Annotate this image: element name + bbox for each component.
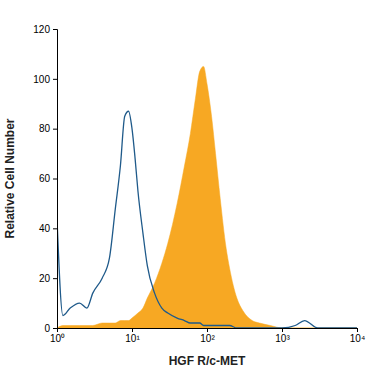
y-tick-mark (53, 278, 57, 279)
y-tick-mark (53, 129, 57, 130)
x-tick-mark (207, 328, 208, 332)
y-tick-mark (53, 29, 57, 30)
x-tick: 10¹ (125, 328, 140, 344)
x-tick-mark (132, 328, 133, 332)
x-axis: 10⁰ 10¹ 10² 10³ 10⁴ (50, 328, 365, 344)
y-tick-mark (53, 328, 57, 329)
x-tick-label: 10² (200, 333, 215, 344)
y-tick-label: 20 (39, 273, 51, 284)
x-tick-mark (282, 328, 283, 332)
x-axis-line (58, 329, 358, 333)
x-tick-label: 10³ (275, 333, 290, 344)
x-tick: 10⁰ (50, 328, 65, 344)
x-tick: 10⁴ (350, 328, 365, 344)
x-tick-label: 10⁴ (350, 333, 365, 344)
y-tick-label: 0 (44, 323, 50, 334)
y-tick-label: 60 (39, 173, 51, 184)
y-tick: 40 (39, 223, 57, 234)
y-tick: 60 (39, 173, 57, 184)
x-tick-label: 10⁰ (50, 333, 65, 344)
y-axis: 0 20 40 60 80 100 120 (33, 24, 57, 334)
chart: 10⁰ 10¹ 10² 10³ 10⁴ 0 20 40 60 80 100 120 HGF R/c-ME… (0, 0, 375, 375)
x-tick-mark (357, 328, 358, 332)
y-axis-title: Relative Cell Number (3, 118, 17, 238)
histogram-line (57, 111, 357, 328)
y-tick-label: 100 (33, 74, 50, 85)
y-tick: 20 (39, 273, 57, 284)
x-axis-title: HGF R/c-MET (169, 354, 246, 368)
y-tick: 80 (39, 123, 57, 134)
y-tick-label: 40 (39, 223, 51, 234)
x-tick-label: 10¹ (125, 333, 140, 344)
x-tick: 10³ (275, 328, 290, 344)
x-tick: 10² (200, 328, 215, 344)
y-tick: 120 (33, 24, 57, 35)
histogram-area (57, 66, 357, 328)
y-tick-mark (53, 79, 57, 80)
y-tick-mark (53, 228, 57, 229)
y-tick-mark (53, 179, 57, 180)
y-tick: 100 (33, 74, 57, 85)
y-tick-label: 80 (39, 123, 51, 134)
y-axis-line (53, 30, 58, 329)
y-tick: 0 (44, 323, 57, 334)
plot-area (57, 66, 357, 328)
y-tick-label: 120 (33, 24, 50, 35)
